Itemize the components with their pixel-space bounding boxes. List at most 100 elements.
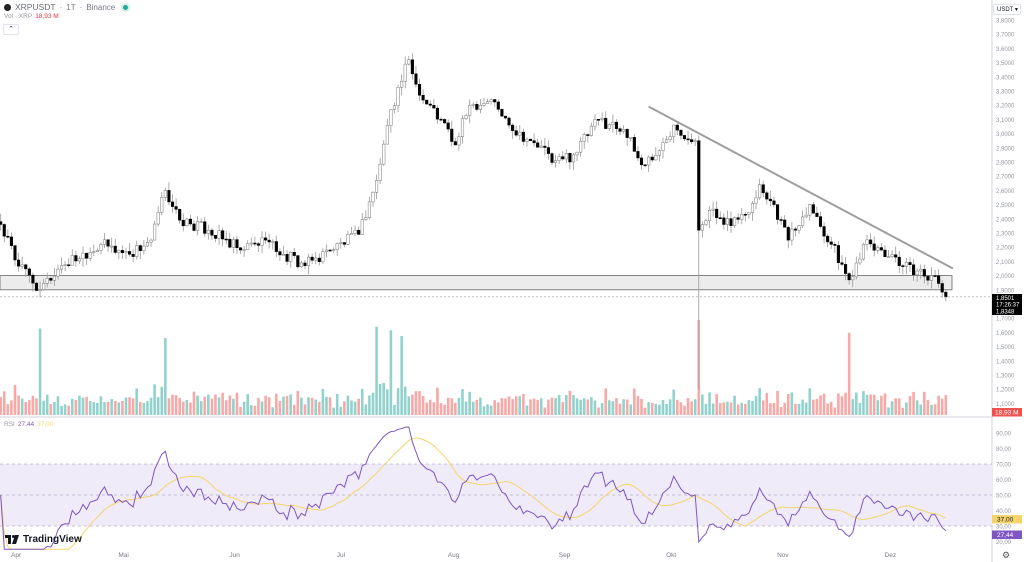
candle-up xyxy=(135,245,139,257)
volume-bar xyxy=(905,402,908,415)
chevron-up-icon: ⌃ xyxy=(8,26,14,33)
volume-bar xyxy=(722,402,726,415)
candle-down xyxy=(493,99,497,103)
tradingview-logo[interactable]: TradingView xyxy=(5,534,82,545)
volume-bar xyxy=(257,398,260,415)
candle-down xyxy=(435,107,439,120)
candle-down xyxy=(844,264,848,274)
candle-down xyxy=(181,219,185,227)
candle-down xyxy=(940,283,944,293)
volume-bar xyxy=(343,401,346,415)
volume-bar xyxy=(804,402,808,415)
candle-up xyxy=(231,239,235,248)
candle-up xyxy=(607,124,611,129)
volume-bar xyxy=(565,395,568,415)
volume-bar xyxy=(522,393,525,415)
candle-down xyxy=(192,223,196,231)
candle-down xyxy=(296,255,300,268)
volume-bar xyxy=(411,394,414,415)
price-tick-label: 3,2000 xyxy=(996,104,1015,110)
price-tick-label: 1,5000 xyxy=(996,345,1015,351)
volume-bar xyxy=(561,401,565,415)
volume-bar xyxy=(679,402,683,415)
candle-up xyxy=(95,250,99,252)
candle-down xyxy=(120,250,124,253)
volume-bar xyxy=(396,388,400,415)
volume-bar xyxy=(282,396,285,415)
volume-bar xyxy=(63,404,67,415)
candle-down xyxy=(682,135,687,140)
settings-gear-icon[interactable]: ⚙ xyxy=(1002,550,1011,560)
price-tick-label: 1,2000 xyxy=(996,388,1015,394)
volume-bar xyxy=(840,396,844,415)
volume-bar xyxy=(85,396,88,415)
volume-bar xyxy=(790,392,794,415)
volume-bar xyxy=(733,395,736,415)
volume-bar xyxy=(786,393,790,415)
candle-down xyxy=(13,245,17,261)
volume-bar xyxy=(17,395,20,415)
candle-down xyxy=(34,282,39,291)
candle-up xyxy=(486,101,490,104)
volume-bar xyxy=(6,404,10,415)
volume-bar xyxy=(224,400,228,415)
volume-bar xyxy=(514,396,518,415)
candle-down xyxy=(786,227,790,241)
interval[interactable]: 1T xyxy=(66,2,76,12)
rsi-tick-label: 80,00 xyxy=(996,447,1012,453)
volume-bar xyxy=(572,395,575,415)
volume-bar xyxy=(318,401,321,415)
currency-selector[interactable]: USDT ▾ xyxy=(993,4,1021,15)
symbol-name[interactable]: XRPUSDT xyxy=(15,2,56,12)
candle-up xyxy=(704,220,708,225)
candle-up xyxy=(335,243,339,250)
candle-up xyxy=(196,221,200,231)
volume-bar xyxy=(92,402,96,415)
candle-up xyxy=(145,242,150,247)
volume-bar xyxy=(418,391,421,415)
volume-bar xyxy=(88,400,92,415)
volume-bar xyxy=(350,400,353,415)
candle-down xyxy=(697,140,701,231)
collapse-legend-button[interactable]: ⌃ xyxy=(3,24,19,35)
volume-bar xyxy=(464,401,468,415)
volume-bar xyxy=(876,400,880,415)
candle-up xyxy=(808,204,812,216)
candle-down xyxy=(450,128,454,142)
volume-bar xyxy=(672,389,676,415)
volume-bar xyxy=(708,392,711,415)
volume-bar xyxy=(146,401,149,415)
volume-bar xyxy=(844,392,847,415)
candle-down xyxy=(690,139,694,142)
candle-down xyxy=(636,151,640,159)
volume-bar xyxy=(389,330,393,415)
candle-down xyxy=(113,245,117,253)
volume-bar xyxy=(74,399,78,415)
candle-up xyxy=(478,104,482,110)
volume-bar xyxy=(736,404,740,415)
rsi-badge xyxy=(992,530,1022,539)
candle-up xyxy=(371,191,375,203)
volume-bar xyxy=(597,407,600,415)
separator: · xyxy=(79,2,83,12)
volume-bar xyxy=(851,399,855,415)
volume-bar xyxy=(511,399,514,415)
volume-bar xyxy=(49,404,53,415)
volume-value: 18,93 M xyxy=(35,13,59,20)
volume-bar xyxy=(67,405,70,415)
volume-bar xyxy=(819,395,822,415)
candle-up xyxy=(915,270,919,276)
volume-bar xyxy=(249,405,253,415)
volume-bar xyxy=(42,400,45,415)
volume-bar xyxy=(121,400,124,415)
volume-bar xyxy=(414,391,418,415)
candle-up xyxy=(647,156,651,166)
candle-down xyxy=(822,226,826,237)
candle-up xyxy=(142,245,146,251)
candle-up xyxy=(92,251,96,253)
price-tick-label: 1,9000 xyxy=(996,288,1015,294)
candle-down xyxy=(278,251,282,256)
volume-bar xyxy=(328,397,332,415)
candle-down xyxy=(908,262,912,265)
